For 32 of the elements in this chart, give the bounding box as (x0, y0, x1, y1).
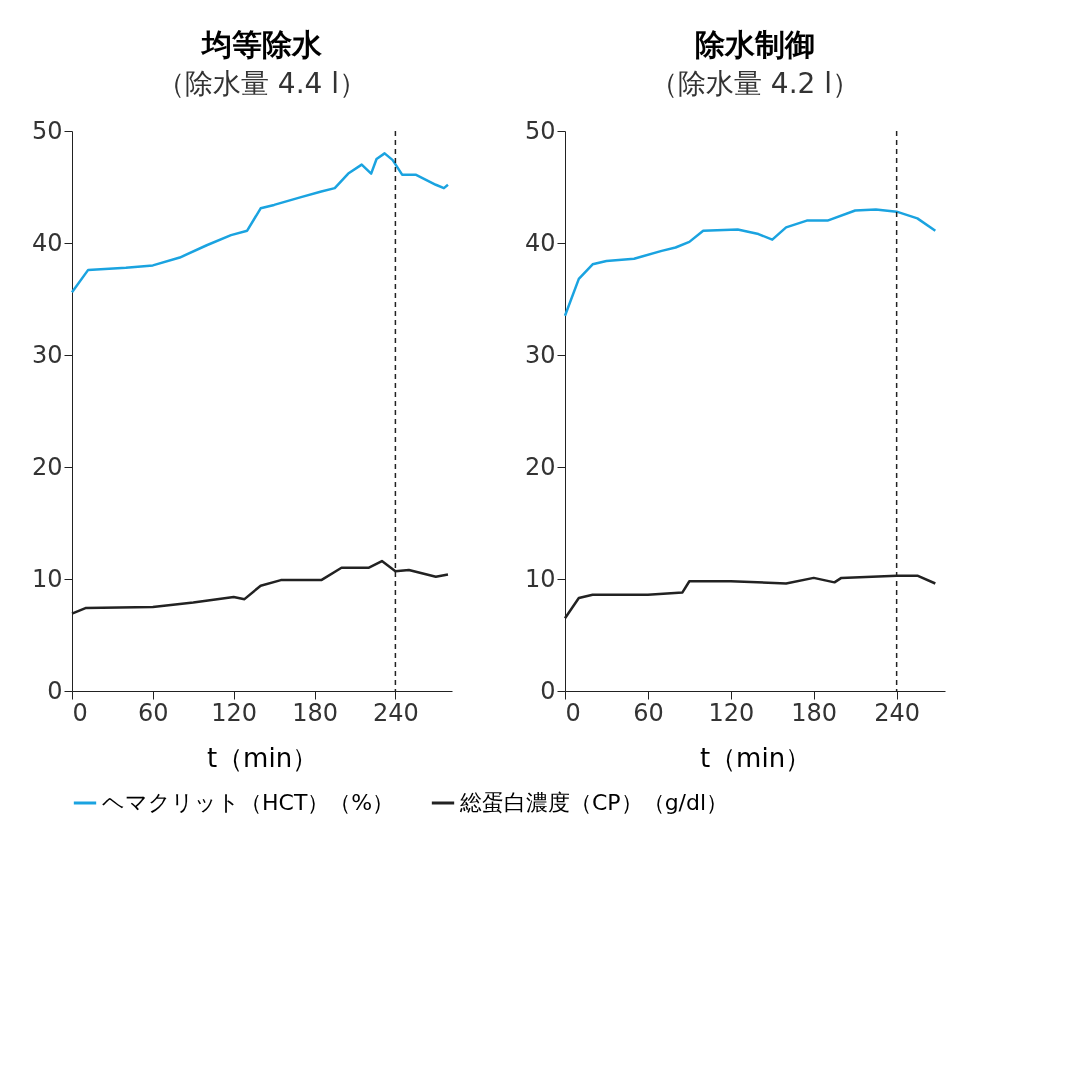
x-tick-label: 60 (138, 698, 169, 727)
x-tick-label: 120 (708, 698, 755, 727)
x-tick-label: 120 (211, 698, 258, 727)
chart-subtitle: （除水量 4.2 l） (649, 67, 861, 100)
legend-label: 総蛋白濃度（CP）（g/dl） (459, 790, 729, 815)
x-tick-label: 0 (72, 698, 88, 727)
x-tick-label: 240 (874, 698, 921, 727)
y-tick-label: 10 (524, 564, 556, 593)
y-tick-label: 10 (31, 564, 63, 593)
y-tick-label: 40 (31, 228, 63, 257)
y-tick-label: 0 (540, 676, 556, 705)
x-tick-label: 240 (373, 698, 419, 727)
x-tick-label: 180 (292, 698, 338, 727)
x-tick-label: 180 (791, 698, 838, 727)
chart-title: 除水制御 (695, 27, 815, 62)
legend-label: ヘマクリット（HCT）（%） (102, 790, 395, 815)
line-series (70, 152, 450, 294)
x-axis-title: t（min） (699, 742, 812, 773)
x-tick-label: 0 (565, 698, 581, 727)
y-tick-label: 50 (524, 116, 556, 145)
chart-subtitle: （除水量 4.4 l） (156, 67, 368, 100)
y-tick-label: 50 (31, 116, 63, 145)
line-series (563, 208, 937, 318)
x-axis-title: t（min） (206, 742, 319, 773)
y-tick-label: 20 (524, 452, 556, 481)
chart-title: 均等除水 (200, 27, 323, 62)
y-tick-label: 30 (31, 340, 63, 369)
y-tick-label: 20 (31, 452, 63, 481)
y-tick-label: 0 (47, 676, 63, 705)
x-tick-label: 60 (633, 698, 664, 727)
y-tick-label: 40 (524, 228, 556, 257)
y-tick-label: 30 (524, 340, 556, 369)
